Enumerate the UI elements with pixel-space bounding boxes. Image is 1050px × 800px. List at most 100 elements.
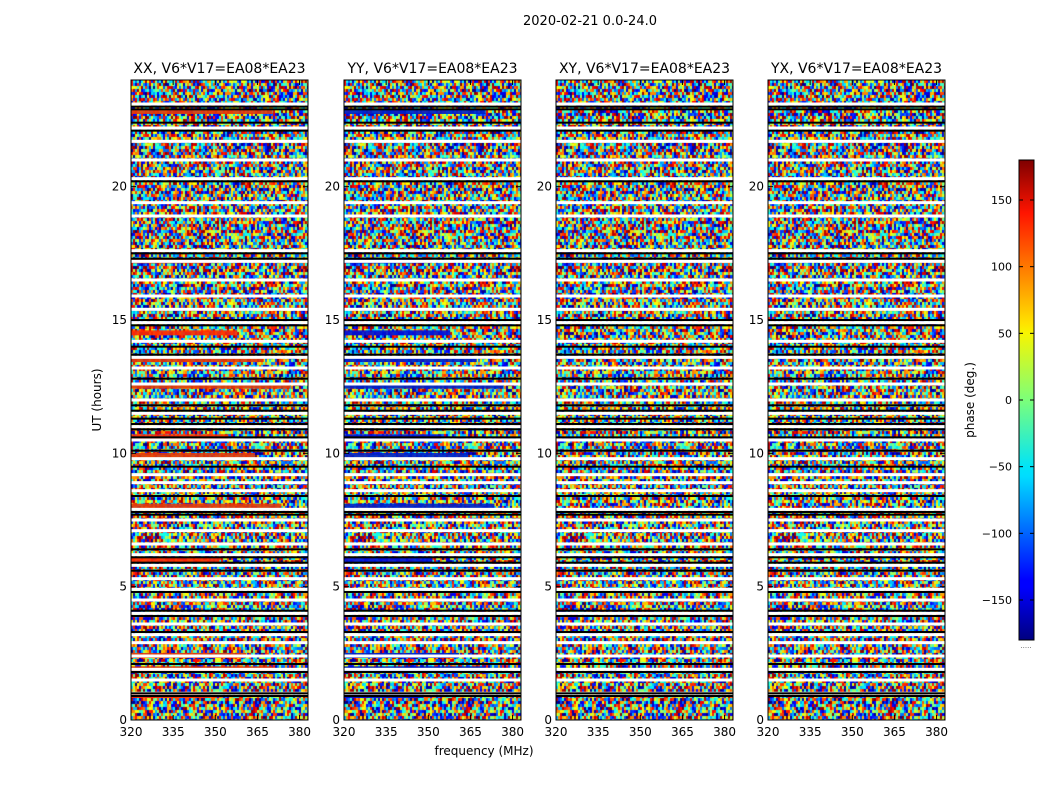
flagged-row [131, 489, 308, 493]
flagged-row [344, 473, 521, 477]
panel-image [131, 80, 308, 720]
flagged-row [344, 587, 521, 591]
flag-edge-row [556, 353, 733, 356]
flagged-row [131, 438, 308, 442]
flagged-row [131, 411, 308, 415]
flag-edge-row [344, 569, 521, 572]
flagged-row [556, 102, 733, 106]
flagged-row [131, 102, 308, 106]
flagged-row [556, 598, 733, 602]
colorbar-under-label: ..... [1020, 642, 1031, 650]
panel-title: XY, V6*V17=EA08*EA23 [559, 61, 730, 77]
flag-edge-row [768, 692, 945, 695]
flag-edge-row [344, 436, 521, 439]
flag-edge-row [344, 495, 521, 497]
y-tick-label: 20 [749, 180, 764, 194]
flagged-row [768, 587, 945, 591]
flagged-row [556, 411, 733, 415]
phase-stripe [131, 109, 273, 114]
flag-edge-row [556, 569, 733, 572]
flag-edge-row [344, 108, 521, 111]
flagged-row [344, 481, 521, 485]
flagged-row [556, 563, 733, 567]
flag-edge-row [768, 663, 945, 665]
flag-edge-row [344, 513, 521, 516]
flagged-row [768, 654, 945, 658]
flagged-row [556, 529, 733, 533]
flagged-row [131, 177, 308, 181]
y-axis-label: UT (hours) [90, 368, 104, 431]
flag-edge-row [768, 513, 945, 516]
flagged-row [768, 126, 945, 130]
flagged-row [131, 278, 308, 282]
flagged-row [344, 249, 521, 253]
flagged-row [344, 507, 521, 511]
flagged-row [131, 577, 308, 581]
flagged-row [768, 489, 945, 493]
flag-edge-row [131, 257, 308, 260]
flag-edge-row [768, 377, 945, 380]
flagged-row [768, 398, 945, 402]
flagged-row [768, 577, 945, 581]
flagged-row [131, 633, 308, 637]
x-tick-label: 380 [501, 725, 524, 739]
flagged-row [344, 158, 521, 162]
flagged-row [131, 382, 308, 386]
flagged-row [768, 457, 945, 461]
flag-edge-row [556, 129, 733, 132]
flagged-row [768, 102, 945, 106]
colorbar-tick-label: 150 [991, 194, 1012, 207]
flag-edge-row [131, 377, 308, 380]
flag-edge-row [556, 377, 733, 380]
y-tick-label: 5 [544, 580, 552, 594]
flagged-row [131, 158, 308, 162]
flag-edge-row [131, 423, 308, 425]
flag-edge-row [556, 591, 733, 593]
flag-edge-row [556, 257, 733, 260]
flag-edge-row [768, 129, 945, 132]
flag-edge-row [131, 495, 308, 497]
flagged-row [131, 457, 308, 461]
y-tick-label: 0 [332, 713, 340, 727]
flag-edge-row [344, 548, 521, 551]
flag-edge-row [344, 404, 521, 407]
flag-edge-row [556, 252, 733, 255]
flag-edge-row [344, 663, 521, 665]
flagged-row [344, 438, 521, 442]
panels-layer: XX, V6*V17=EA08*EA23 320 335 350 365 380 0 5 10 1… [112, 61, 948, 739]
phase-stripe [344, 357, 477, 362]
flagged-row [768, 678, 945, 682]
flagged-row [344, 654, 521, 658]
flagged-row [344, 425, 521, 429]
panel-xy: XY, V6*V17=EA08*EA23 320 335 350 365 380 0 5 10 1… [537, 61, 736, 739]
flagged-row [768, 667, 945, 671]
y-tick-label: 0 [544, 713, 552, 727]
flag-edge-row [344, 692, 521, 695]
colorbar-tick-label: −100 [982, 527, 1012, 540]
flagged-row [131, 587, 308, 591]
flag-edge-row [556, 609, 733, 612]
phase-stripe [131, 453, 255, 458]
flagged-row [556, 587, 733, 591]
colorbar-label: phase (deg.) [963, 362, 977, 438]
x-tick-label: 320 [120, 725, 143, 739]
flag-edge-row [344, 324, 521, 327]
flag-edge-row [556, 324, 733, 327]
flagged-row [556, 542, 733, 546]
flag-edge-row [768, 108, 945, 111]
flagged-row [768, 507, 945, 511]
x-tick-label: 380 [713, 725, 736, 739]
flag-edge-row [131, 324, 308, 327]
y-tick-label: 20 [112, 180, 127, 194]
flag-edge-row [768, 319, 945, 321]
flagged-row [131, 126, 308, 130]
flagged-row [131, 563, 308, 567]
flag-edge-row [768, 404, 945, 407]
flag-edge-row [131, 548, 308, 551]
phase-stripe [131, 383, 291, 389]
flag-edge-row [344, 591, 521, 593]
y-tick-label: 20 [325, 180, 340, 194]
flag-edge-row [344, 615, 521, 617]
y-tick-label: 0 [119, 713, 127, 727]
panel-frame [767, 79, 946, 721]
